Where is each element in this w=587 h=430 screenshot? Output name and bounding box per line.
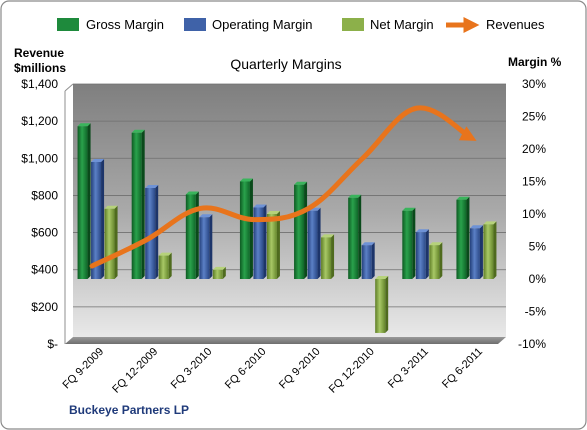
bar [185, 191, 199, 279]
left-tick-label: $600 [31, 226, 58, 240]
right-tick-label: 5% [529, 240, 547, 254]
bar [253, 204, 267, 279]
bar [239, 178, 253, 279]
legend-swatch-gross-margin [57, 18, 79, 31]
right-axis-label: Margin % [508, 55, 562, 69]
bar [456, 196, 470, 279]
bar [91, 159, 105, 279]
bar [307, 207, 321, 279]
bar [131, 129, 145, 279]
left-tick-label: $400 [31, 263, 58, 277]
gridlines [73, 83, 506, 308]
plot-floor [65, 337, 506, 344]
left-axis-label-line2: $millions [14, 61, 66, 75]
legend-label-gross-margin: Gross Margin [86, 17, 164, 32]
legend-label-revenues: Revenues [486, 17, 545, 32]
revenue-line [89, 105, 477, 269]
bar [266, 211, 280, 279]
legend: Gross Margin Operating Margin Net Margin… [57, 16, 545, 34]
left-tick-label: $800 [31, 188, 58, 202]
bar [212, 266, 226, 279]
right-tick-label: 0% [529, 272, 547, 286]
bar [321, 234, 335, 279]
bar [77, 123, 91, 279]
right-axis-ticks: -10% -5% 0% 5% 10% 15% 20% 25% 30% [518, 77, 546, 351]
right-tick-label: -10% [518, 337, 546, 351]
bar [104, 205, 118, 279]
legend-label-net-margin: Net Margin [370, 17, 434, 32]
bar [429, 242, 443, 279]
legend-swatch-net-margin [342, 18, 364, 31]
right-tick-label: 25% [522, 110, 546, 124]
bar [294, 181, 308, 279]
bar [375, 276, 389, 333]
bar [483, 221, 497, 279]
left-tick-label: $1,200 [21, 114, 58, 128]
right-tick-label: -5% [525, 305, 547, 319]
legend-swatch-operating-margin [184, 18, 206, 31]
plot-area [73, 84, 506, 337]
legend-label-operating-margin: Operating Margin [212, 17, 312, 32]
company-name: Buckeye Partners LP [69, 403, 189, 417]
bar [348, 194, 362, 279]
bar [469, 225, 483, 279]
left-tick-label: $- [47, 337, 58, 351]
right-tick-label: 10% [522, 207, 546, 221]
left-tick-label: $1,000 [21, 151, 58, 165]
revenue-line-series [89, 105, 477, 269]
bar [415, 229, 429, 279]
bar [199, 214, 213, 279]
left-axis-ticks: $- $200 $400 $600 $800 $1,000 $1,200 $1,400 [21, 77, 58, 351]
chart-title: Quarterly Margins [230, 56, 341, 72]
bar [402, 207, 416, 279]
right-tick-label: 20% [522, 142, 546, 156]
bar [158, 252, 172, 279]
bar [361, 242, 375, 279]
left-tick-label: $200 [31, 300, 58, 314]
bar-series [77, 123, 497, 333]
left-wall-edge [64, 83, 74, 92]
left-tick-label: $1,400 [21, 77, 58, 91]
left-axis-label-line1: Revenue [14, 46, 64, 60]
right-tick-label: 15% [522, 175, 546, 189]
right-tick-label: 30% [522, 77, 546, 91]
